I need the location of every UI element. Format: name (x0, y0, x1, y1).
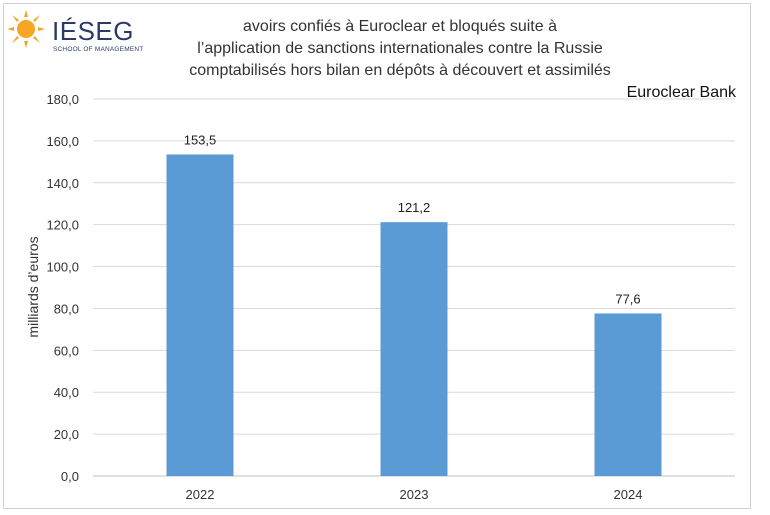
title-line-3: comptabilisés hors bilan en dépôts à déc… (189, 62, 611, 79)
y-tick-label: 80,0 (54, 301, 79, 316)
logo-tagline: SCHOOL OF MANAGEMENT (53, 46, 144, 53)
chart-frame (3, 3, 751, 509)
value-labels: 153,5 121,2 77,6 (184, 133, 641, 307)
sun-logo-icon (7, 10, 45, 48)
logo-name: IÉSEG (52, 16, 134, 46)
bar-2022 (166, 154, 234, 476)
y-tick-label: 160,0 (46, 134, 79, 149)
x-tick-label-2024: 2024 (614, 487, 643, 502)
y-tick-labels: 0,0 20,0 40,0 60,0 80,0 100,0 120,0 140,0 160,0 1… (46, 92, 79, 484)
y-tick-label: 40,0 (54, 385, 79, 400)
y-tick-label: 120,0 (46, 218, 79, 233)
title-line-1: avoirs confiés à Euroclear et bloqués su… (243, 18, 557, 35)
x-tick-labels: 2022 2023 2024 (186, 487, 643, 502)
value-label-2022: 153,5 (184, 133, 217, 148)
ieseg-logo: IÉSEG SCHOOL OF MANAGEMENT (6, 8, 143, 53)
y-tick-label: 60,0 (54, 343, 79, 358)
corner-label: Euroclear Bank (626, 84, 736, 101)
y-tick-label: 140,0 (46, 176, 79, 191)
x-tick-label-2022: 2022 (186, 487, 215, 502)
y-axis-label: milliards d’euros (25, 236, 41, 337)
bar-2024 (594, 313, 662, 476)
chart-title: avoirs confiés à Euroclear et bloqués su… (120, 16, 680, 82)
title-line-2: l’application de sanctions international… (197, 40, 603, 57)
y-tick-label: 0,0 (61, 469, 79, 484)
value-label-2024: 77,6 (615, 291, 640, 306)
y-tick-label: 180,0 (46, 92, 79, 107)
value-label-2023: 121,2 (398, 200, 431, 215)
y-tick-label: 100,0 (46, 260, 79, 275)
y-tick-label: 20,0 (54, 427, 79, 442)
bars (166, 154, 662, 476)
x-tick-label-2023: 2023 (400, 487, 429, 502)
bar-2023 (380, 222, 448, 476)
